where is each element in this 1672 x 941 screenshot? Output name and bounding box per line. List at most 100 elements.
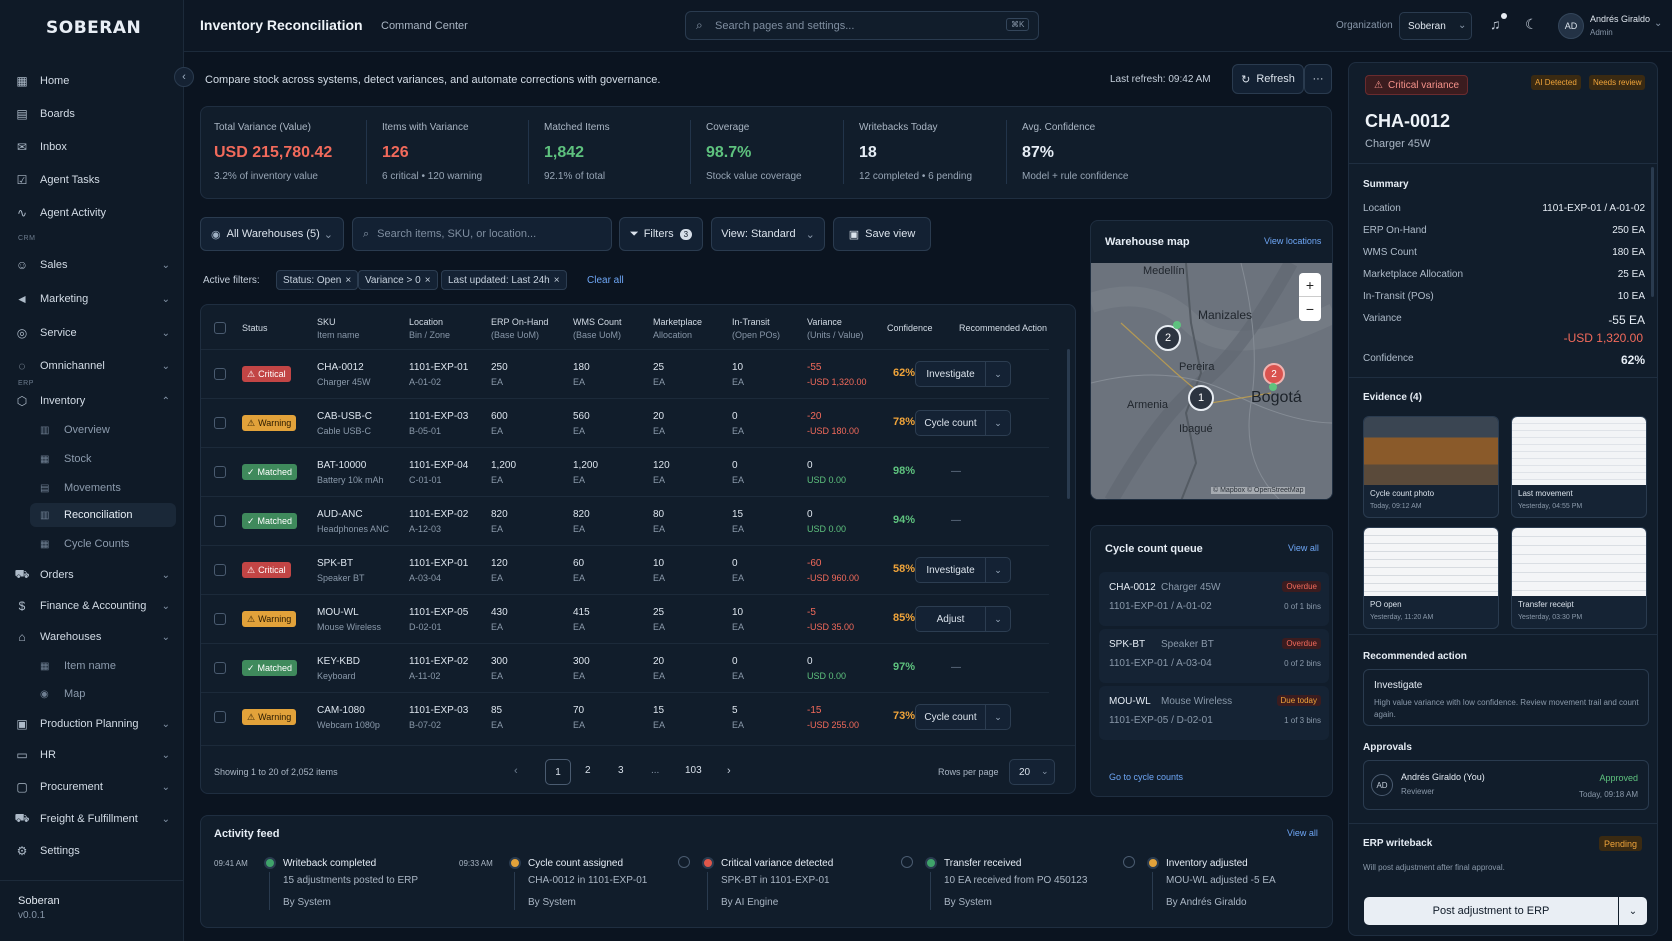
sidebar-item-agent-activity[interactable]: ∿ Agent Activity bbox=[14, 200, 176, 226]
sidebar-sub-stock[interactable]: ▦ Stock bbox=[40, 453, 92, 465]
queue-item[interactable]: MOU-WL Mouse Wireless 1101-EXP-05 / D-02… bbox=[1099, 686, 1329, 740]
warehouse-select[interactable]: ◉ All Warehouses (5) ⌄ bbox=[200, 217, 344, 251]
sku-cell[interactable]: CAM-1080 Webcam 1080p bbox=[317, 705, 380, 730]
sku-cell[interactable]: MOU-WL Mouse Wireless bbox=[317, 607, 382, 632]
row-checkbox[interactable] bbox=[214, 417, 226, 429]
table-row[interactable]: ⚠ Warning MOU-WL Mouse Wireless 1101-EXP-0… bbox=[201, 594, 1049, 643]
sidebar-item-boards[interactable]: ▤ Boards bbox=[14, 101, 176, 127]
map-warehouse-dot[interactable] bbox=[1269, 383, 1277, 391]
sidebar-item-warehouses[interactable]: ⌂ Warehouses ⌄ bbox=[14, 624, 176, 650]
sidebar-sub-map[interactable]: ◉ Map bbox=[40, 688, 86, 700]
rows-per-page-select[interactable]: 20 ⌄ bbox=[1009, 759, 1055, 785]
sidebar-item-settings[interactable]: ⚙ Settings bbox=[14, 838, 176, 864]
column-header[interactable]: In-Transit (Open POs) bbox=[732, 317, 781, 340]
filters-button[interactable]: ⏷ Filters 3 bbox=[619, 217, 703, 251]
row-checkbox[interactable] bbox=[214, 564, 226, 576]
page-button-3[interactable]: 3 bbox=[618, 765, 624, 776]
table-search-input[interactable]: ⌕ Search items, SKU, or location... bbox=[352, 217, 612, 251]
close-icon[interactable]: × bbox=[553, 274, 560, 286]
chevron-down-icon[interactable]: ⌄ bbox=[994, 613, 1002, 624]
map-cluster-marker[interactable]: 2 bbox=[1155, 325, 1181, 351]
feed-item-title[interactable]: Transfer received bbox=[944, 858, 1022, 869]
sku-cell[interactable]: AUD-ANC Headphones ANC bbox=[317, 509, 390, 534]
go-to-cycle-counts-link[interactable]: Go to cycle counts bbox=[1109, 772, 1184, 782]
save-view-button[interactable]: ▣ Save view bbox=[833, 217, 931, 251]
bell-icon[interactable]: ♫ bbox=[1490, 16, 1501, 32]
sidebar-item-hr[interactable]: ▭ HR ⌄ bbox=[14, 742, 176, 768]
column-header[interactable]: Status bbox=[242, 323, 268, 333]
panel-scrollbar[interactable] bbox=[1651, 167, 1654, 297]
sku-cell[interactable]: CAB-USB-C Cable USB-C bbox=[317, 411, 373, 436]
sidebar-item-service[interactable]: ◎ Service ⌄ bbox=[14, 320, 176, 346]
column-header[interactable]: WMS Count (Base UoM) bbox=[573, 317, 622, 340]
evidence-thumbnail[interactable]: Cycle count photo Today, 09:12 AM bbox=[1363, 416, 1499, 518]
close-icon[interactable]: × bbox=[345, 274, 352, 286]
row-checkbox[interactable] bbox=[214, 466, 226, 478]
recommended-action-button[interactable]: Investigate ⌄ bbox=[915, 557, 1011, 583]
column-header[interactable]: Recommended Action bbox=[959, 323, 1048, 333]
map-cluster-marker[interactable]: 1 bbox=[1188, 385, 1214, 411]
sidebar-sub-movements[interactable]: ▤ Movements bbox=[40, 482, 121, 494]
table-row[interactable]: ✓ Matched BAT-10000 Battery 10k mAh 1101-E… bbox=[201, 447, 1049, 496]
column-header[interactable]: Location Bin / Zone bbox=[409, 317, 451, 340]
page-button-1[interactable]: 1 bbox=[545, 759, 571, 785]
sidebar-item-production[interactable]: ▣ Production Planning ⌄ bbox=[14, 711, 176, 737]
sku-cell[interactable]: KEY-KBD Keyboard bbox=[317, 656, 360, 681]
sidebar-item-marketing[interactable]: ◄ Marketing ⌄ bbox=[14, 286, 176, 312]
post-adjustment-button[interactable]: Post adjustment to ERP bbox=[1364, 897, 1618, 925]
map-critical-marker[interactable]: 2 bbox=[1263, 363, 1285, 385]
sidebar-sub-item-name[interactable]: ▦ Item name bbox=[40, 660, 116, 672]
sidebar-item-inbox[interactable]: ✉ Inbox bbox=[14, 134, 176, 160]
zoom-out-button[interactable]: − bbox=[1305, 301, 1315, 317]
table-scrollbar[interactable] bbox=[1067, 349, 1070, 499]
queue-view-all-link[interactable]: View all bbox=[1288, 543, 1319, 553]
chevron-down-icon[interactable]: ⌄ bbox=[994, 368, 1002, 379]
recommended-action-button[interactable]: Cycle count ⌄ bbox=[915, 704, 1011, 730]
feed-item-title[interactable]: Critical variance detected bbox=[721, 858, 834, 869]
sidebar-item-sales[interactable]: ☺ Sales ⌄ bbox=[15, 258, 170, 272]
view-locations-link[interactable]: View locations bbox=[1264, 236, 1322, 246]
more-options-button[interactable]: ··· bbox=[1304, 64, 1332, 94]
map-warehouse-dot[interactable] bbox=[1173, 321, 1181, 329]
feed-view-all-link[interactable]: View all bbox=[1287, 828, 1318, 838]
sidebar-item-inventory[interactable]: ⬡ Inventory ⌃ bbox=[14, 388, 176, 414]
org-select[interactable]: Soberan ⌄ bbox=[1399, 12, 1472, 40]
column-header[interactable]: Marketplace Allocation bbox=[653, 317, 703, 340]
sku-cell[interactable]: BAT-10000 Battery 10k mAh bbox=[317, 460, 384, 485]
page-button-103[interactable]: 103 bbox=[685, 765, 702, 776]
recommended-action-button[interactable]: Investigate ⌄ bbox=[915, 361, 1011, 387]
refresh-button[interactable]: ↻ Refresh bbox=[1232, 64, 1304, 94]
chevron-down-icon[interactable]: ⌄ bbox=[994, 711, 1002, 722]
evidence-thumbnail[interactable]: Transfer receipt Yesterday, 03:30 PM bbox=[1511, 527, 1647, 629]
table-row[interactable]: ⚠ Warning CAB-USB-C Cable USB-C 1101-EXP-0… bbox=[201, 398, 1049, 447]
column-header[interactable]: Confidence bbox=[887, 323, 933, 333]
chevron-down-icon[interactable]: ⌄ bbox=[1654, 18, 1663, 29]
row-checkbox[interactable] bbox=[214, 613, 226, 625]
sidebar-sub-cycle-counts[interactable]: ▦ Cycle Counts bbox=[40, 538, 130, 550]
map-area[interactable]: Medellín Manizales Pereira Bogotá Ibagué… bbox=[1091, 263, 1332, 499]
queue-item[interactable]: SPK-BT Speaker BT 1101-EXP-01 / A-03-04 … bbox=[1099, 629, 1329, 683]
filter-chip[interactable]: Status: Open × bbox=[276, 270, 359, 290]
sku-cell[interactable]: CHA-0012 Charger 45W bbox=[317, 362, 371, 387]
filter-chip[interactable]: Last updated: Last 24h × bbox=[441, 270, 567, 290]
chevron-down-icon[interactable]: ⌄ bbox=[994, 417, 1002, 428]
feed-item-title[interactable]: Inventory adjusted bbox=[1166, 858, 1248, 869]
sku-cell[interactable]: SPK-BT Speaker BT bbox=[317, 558, 365, 583]
table-row[interactable]: ✓ Matched AUD-ANC Headphones ANC 1101-EXP-… bbox=[201, 496, 1049, 545]
queue-item[interactable]: CHA-0012 Charger 45W 1101-EXP-01 / A-01-… bbox=[1099, 572, 1329, 626]
row-checkbox[interactable] bbox=[214, 515, 226, 527]
view-select[interactable]: View: Standard ⌄ bbox=[711, 217, 825, 251]
table-row[interactable]: ⚠ Critical SPK-BT Speaker BT 1101-EXP-01 A-… bbox=[201, 545, 1049, 594]
sidebar-item-finance[interactable]: $ Finance & Accounting ⌄ bbox=[14, 593, 176, 619]
sidebar-item-procurement[interactable]: ▢ Procurement ⌄ bbox=[14, 774, 176, 800]
sidebar-sub-reconciliation[interactable]: ▥ Reconciliation bbox=[30, 503, 176, 527]
feed-item-title[interactable]: Cycle count assigned bbox=[528, 858, 624, 869]
collapse-sidebar-button[interactable]: ‹ bbox=[174, 67, 194, 87]
page-button-2[interactable]: 2 bbox=[585, 765, 591, 776]
zoom-in-button[interactable]: + bbox=[1299, 273, 1321, 297]
post-options-chevron-icon[interactable]: ⌄ bbox=[1619, 897, 1647, 925]
sidebar-item-agent-tasks[interactable]: ☑ Agent Tasks bbox=[14, 167, 176, 193]
select-all-checkbox[interactable] bbox=[214, 322, 226, 334]
table-row[interactable]: ⚠ Warning CAM-1080 Webcam 1080p 1101-EXP-0… bbox=[201, 692, 1049, 741]
column-header[interactable]: ERP On-Hand (Base UoM) bbox=[491, 317, 549, 340]
